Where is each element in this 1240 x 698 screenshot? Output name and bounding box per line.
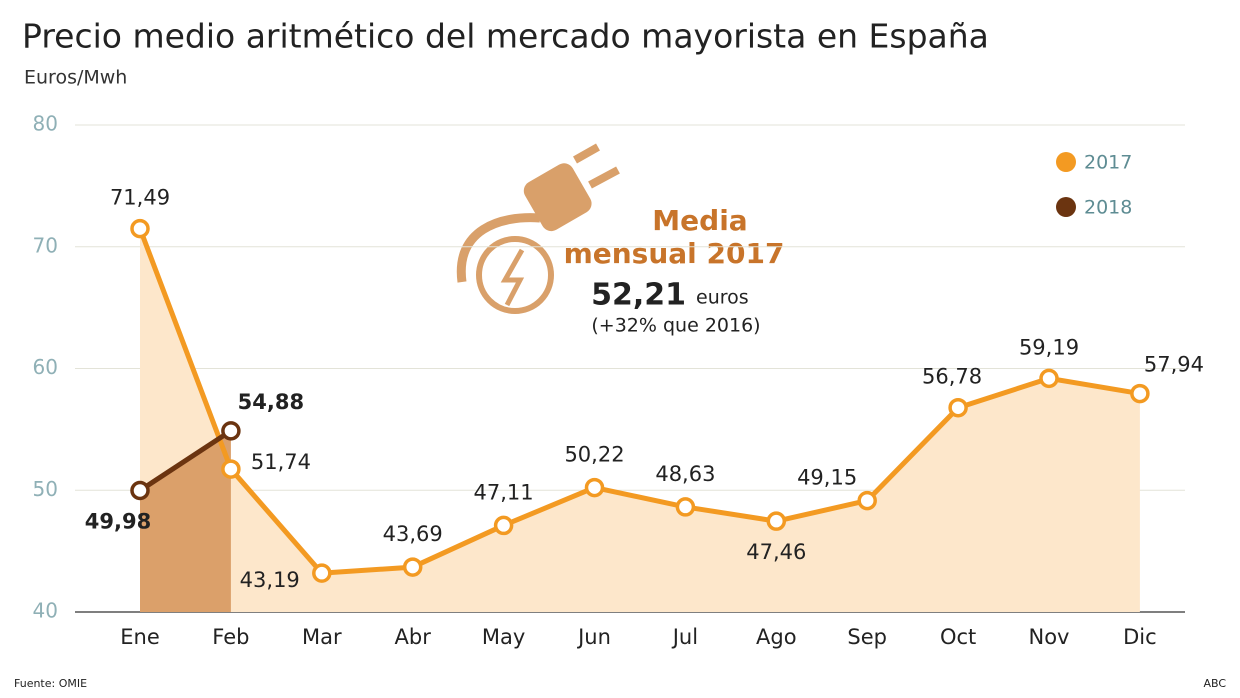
point bbox=[312, 563, 332, 583]
x-tick-label: May bbox=[482, 625, 525, 649]
x-tick-label: Jun bbox=[576, 625, 611, 649]
value-label: 56,78 bbox=[922, 365, 982, 389]
point bbox=[1130, 383, 1150, 404]
point bbox=[402, 557, 423, 577]
y-tick-label: 70 bbox=[33, 233, 58, 257]
x-tick-label: Abr bbox=[395, 625, 432, 649]
value-label: 49,98 bbox=[85, 509, 151, 533]
credit: ABC bbox=[1203, 677, 1226, 690]
plot-front: 71,49 51,74 43,19 43,69 47,11 50,22 48,63 47,46… bbox=[85, 186, 1204, 593]
x-tick-label: Sep bbox=[847, 625, 887, 649]
plug-icon bbox=[456, 143, 620, 314]
point bbox=[493, 515, 514, 536]
x-tick-label: Dic bbox=[1123, 625, 1157, 649]
point bbox=[766, 511, 787, 531]
x-tick-label: Jul bbox=[671, 625, 698, 649]
y-tick-label: 60 bbox=[33, 355, 58, 379]
plot-back bbox=[75, 124, 1185, 613]
value-label: 43,19 bbox=[240, 568, 300, 592]
line bbox=[138, 428, 233, 493]
point bbox=[221, 421, 241, 441]
value-label: 48,63 bbox=[655, 462, 715, 486]
value-label: 47,11 bbox=[474, 480, 534, 504]
area bbox=[140, 228, 1140, 612]
value-label: 49,15 bbox=[797, 466, 857, 490]
source: Fuente: OMIE bbox=[14, 677, 87, 690]
line bbox=[137, 227, 1141, 576]
value-label: 57,94 bbox=[1144, 353, 1204, 377]
point bbox=[948, 397, 968, 418]
x-tick-label: Mar bbox=[302, 625, 342, 649]
point bbox=[130, 480, 150, 501]
y-tick-label: 40 bbox=[33, 599, 58, 623]
annotation-note: (+32% que 2016) bbox=[591, 315, 760, 337]
point bbox=[1039, 368, 1059, 389]
value-label: 50,22 bbox=[564, 443, 624, 467]
point bbox=[857, 490, 877, 511]
x-tick-label: Oct bbox=[940, 625, 976, 649]
point bbox=[675, 497, 696, 517]
chart-subtitle: Euros/Mwh bbox=[24, 67, 127, 89]
value-label: 71,49 bbox=[110, 186, 170, 210]
chart-title: Precio medio aritmético del mercado mayo… bbox=[22, 17, 989, 56]
point bbox=[130, 218, 150, 239]
value-label: 47,46 bbox=[746, 540, 806, 564]
point bbox=[584, 477, 605, 498]
x-tick-label: Ene bbox=[120, 625, 160, 649]
annotation-unit: euros bbox=[696, 287, 749, 309]
point bbox=[221, 459, 241, 479]
annotation-value: 52,21 bbox=[591, 278, 686, 313]
value-label: 54,88 bbox=[238, 390, 304, 414]
legend-swatch bbox=[1056, 197, 1076, 217]
value-label: 43,69 bbox=[383, 522, 443, 546]
value-label: 59,19 bbox=[1019, 335, 1079, 359]
annotation-title: mensual 2017 bbox=[564, 237, 785, 270]
x-tick-label: Feb bbox=[212, 625, 249, 649]
value-label: 51,74 bbox=[251, 450, 311, 474]
x-tick-label: Ago bbox=[756, 625, 797, 649]
annotation-title: Media bbox=[652, 204, 747, 237]
x-tick-label: Nov bbox=[1029, 625, 1070, 649]
legend-label: 2018 bbox=[1084, 197, 1132, 219]
y-tick-label: 50 bbox=[33, 477, 58, 501]
y-tick-label: 80 bbox=[33, 112, 58, 136]
legend-label: 2017 bbox=[1084, 152, 1132, 174]
legend-swatch bbox=[1056, 152, 1076, 172]
